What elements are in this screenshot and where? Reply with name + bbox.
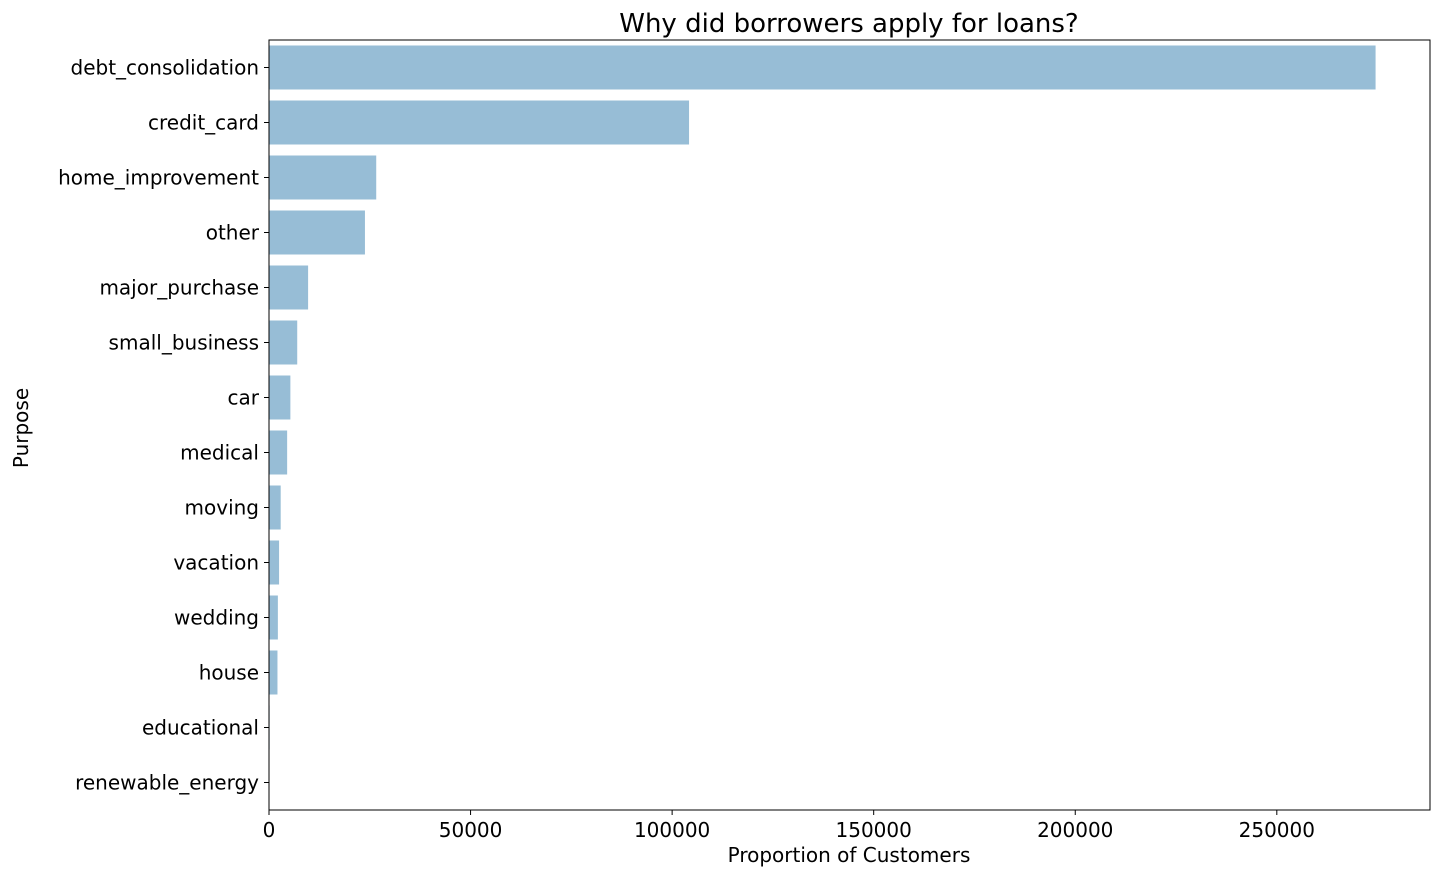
bar bbox=[269, 45, 1376, 90]
bar bbox=[269, 430, 288, 475]
y-tick-label: educational bbox=[142, 716, 259, 740]
x-tick-label: 250000 bbox=[1239, 818, 1315, 842]
bar bbox=[269, 155, 377, 200]
bar bbox=[269, 265, 309, 310]
y-tick-label: renewable_energy bbox=[75, 771, 259, 795]
y-tick-label: car bbox=[228, 386, 260, 410]
bar bbox=[269, 320, 298, 365]
x-axis-ticks: 0 50000 100000 150000 200000 250000 bbox=[263, 810, 1315, 842]
bar bbox=[269, 650, 278, 695]
x-tick-label: 0 bbox=[263, 818, 276, 842]
y-tick-label: small_business bbox=[109, 331, 259, 355]
chart-title: Why did borrowers apply for loans? bbox=[619, 9, 1078, 39]
y-tick-label: other bbox=[206, 221, 260, 245]
x-tick-label: 200000 bbox=[1037, 818, 1113, 842]
y-tick-label: credit_card bbox=[148, 111, 259, 135]
bar bbox=[269, 375, 291, 420]
x-tick-label: 150000 bbox=[836, 818, 912, 842]
x-axis-label: Proportion of Customers bbox=[728, 843, 971, 867]
bar bbox=[269, 100, 690, 145]
bar bbox=[269, 210, 365, 255]
y-axis-label: Purpose bbox=[9, 388, 33, 468]
bar bbox=[269, 540, 280, 585]
bars-group bbox=[269, 45, 1376, 805]
bar bbox=[269, 595, 278, 640]
y-axis-ticks: debt_consolidation credit_card home_improv… bbox=[58, 56, 269, 795]
plot-area-frame bbox=[268, 39, 1431, 811]
bar bbox=[269, 485, 281, 530]
x-tick-label: 100000 bbox=[634, 818, 710, 842]
y-tick-label: wedding bbox=[174, 606, 259, 630]
y-tick-label: medical bbox=[180, 441, 259, 465]
y-tick-label: house bbox=[199, 661, 259, 685]
y-tick-label: moving bbox=[185, 496, 259, 520]
y-tick-label: home_improvement bbox=[58, 166, 259, 190]
y-tick-label: major_purchase bbox=[99, 276, 259, 300]
x-tick-label: 50000 bbox=[439, 818, 503, 842]
y-tick-label: debt_consolidation bbox=[71, 56, 259, 80]
y-tick-label: vacation bbox=[173, 551, 259, 575]
